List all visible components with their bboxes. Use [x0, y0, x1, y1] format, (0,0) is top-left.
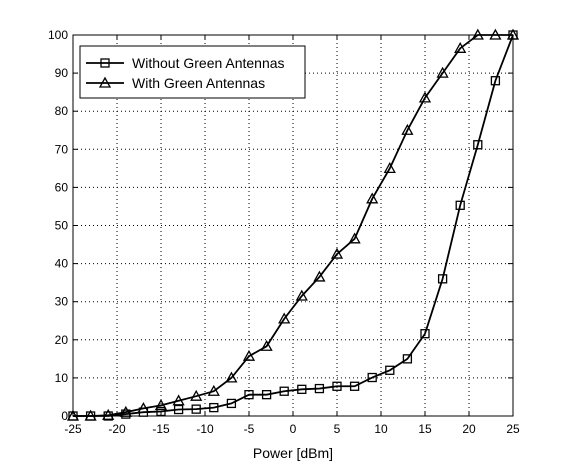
data-point-triangle	[102, 408, 115, 420]
data-point-square	[385, 365, 395, 375]
x-tick-label: 0	[290, 422, 297, 436]
data-point-square	[367, 372, 377, 383]
data-point-square	[437, 274, 448, 284]
x-tick-label: -20	[108, 422, 126, 436]
series-layer	[66, 28, 520, 421]
y-tick-label: 30	[55, 295, 69, 309]
x-tick-label: 25	[506, 422, 520, 436]
data-point-triangle	[260, 339, 273, 351]
axis-ticks: -25 -20 -15 -10 -5 0 5 10 15 20 25 0 10 20 30 40 50 60 70 8…	[48, 28, 520, 436]
data-point-square	[420, 329, 430, 339]
data-point-square	[209, 402, 219, 413]
y-tick-label: 80	[55, 104, 69, 118]
legend-label: With Green Antennas	[132, 75, 265, 91]
legend-marker-square	[100, 58, 110, 68]
data-point-square	[314, 383, 325, 394]
data-point-triangle	[436, 66, 449, 78]
legend-marker-triangle	[98, 76, 112, 88]
x-tick-label: 5	[334, 422, 341, 436]
y-tick-label: 0	[61, 409, 68, 423]
data-point-square	[191, 404, 201, 414]
data-point-square	[279, 386, 289, 396]
x-tick-label: 15	[418, 422, 432, 436]
data-point-triangle	[366, 192, 379, 204]
x-tick-label: 10	[374, 422, 388, 436]
data-point-triangle	[418, 91, 432, 103]
data-point-triangle	[242, 349, 256, 361]
data-point-square	[261, 390, 272, 400]
y-tick-label: 60	[55, 180, 69, 194]
x-tick-label: -25	[64, 422, 82, 436]
data-point-triangle	[172, 394, 185, 406]
legend: Without Green Antennas With Green Antenna…	[79, 45, 306, 99]
y-tick-label: 10	[55, 371, 69, 385]
y-tick-label: 90	[55, 66, 69, 80]
data-point-square	[297, 384, 307, 394]
x-tick-label: -5	[244, 422, 255, 436]
data-point-triangle	[295, 289, 308, 301]
data-point-triangle	[348, 232, 361, 244]
data-point-triangle	[454, 41, 467, 53]
data-point-triangle	[225, 371, 238, 383]
legend-items: Without Green Antennas With Green Antenna…	[86, 55, 285, 91]
x-tick-label: -15	[152, 422, 170, 436]
data-point-square	[490, 76, 501, 86]
y-tick-label: 40	[55, 257, 69, 271]
legend-box	[79, 45, 306, 99]
x-axis-label: Power [dBm]	[253, 445, 333, 461]
legend-item: Without Green Antennas	[86, 55, 285, 71]
data-point-triangle	[401, 123, 414, 135]
data-point-square	[473, 140, 483, 150]
legend-label: Without Green Antennas	[132, 55, 285, 71]
data-point-square	[349, 381, 360, 391]
y-tick-label: 100	[48, 28, 68, 42]
legend-item: With Green Antennas	[86, 75, 265, 91]
data-point-square	[455, 200, 465, 210]
data-point-square	[332, 381, 342, 391]
data-point-square	[244, 390, 254, 400]
x-tick-label: -10	[196, 422, 214, 436]
y-tick-label: 20	[55, 333, 69, 347]
data-point-triangle	[137, 402, 150, 414]
data-point-triangle	[278, 312, 291, 324]
data-point-square	[226, 398, 237, 409]
data-point-square	[402, 354, 413, 364]
x-tick-label: 20	[462, 422, 476, 436]
y-tick-label: 70	[55, 142, 69, 156]
data-point-triangle	[190, 389, 203, 401]
data-point-triangle	[154, 398, 168, 410]
data-point-square	[173, 404, 184, 415]
data-point-triangle	[313, 270, 326, 282]
data-point-triangle	[383, 162, 396, 174]
y-tick-label: 50	[55, 219, 69, 233]
data-point-triangle	[207, 384, 220, 396]
data-point-triangle	[330, 247, 344, 259]
